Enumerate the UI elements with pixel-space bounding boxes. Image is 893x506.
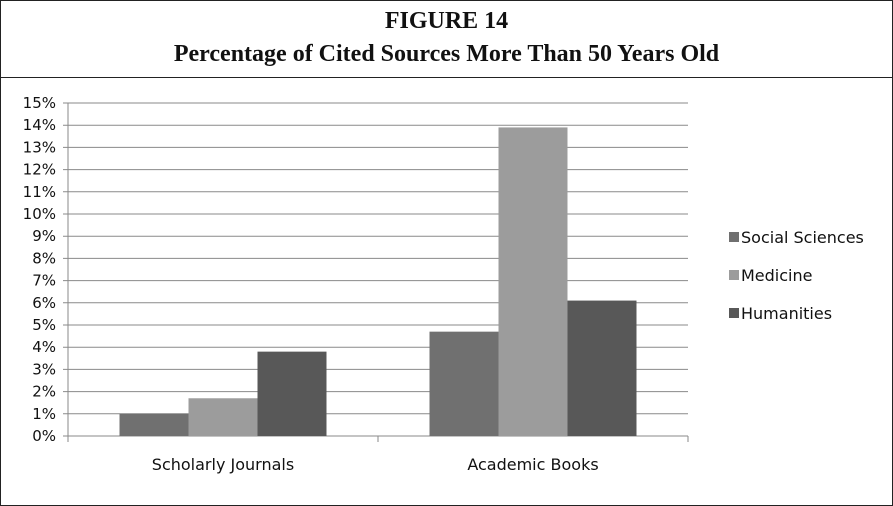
y-tick-label: 6% (32, 294, 56, 312)
bar (498, 127, 568, 437)
y-tick-label: 8% (32, 249, 56, 267)
legend-swatch (729, 308, 739, 318)
y-tick-label: 3% (32, 360, 56, 378)
figure-title: Percentage of Cited Sources More Than 50… (173, 41, 720, 67)
y-tick-label: 11% (23, 183, 56, 201)
y-tick-label: 2% (32, 383, 56, 401)
x-category-label: Scholarly Journals (152, 455, 294, 474)
y-tick-label: 9% (32, 227, 56, 245)
y-tick-label: 1% (32, 405, 56, 423)
legend-label: Social Sciences (741, 228, 864, 247)
bar (429, 331, 499, 436)
y-tick-label: 5% (32, 316, 56, 334)
figure-number: FIGURE 14 (384, 8, 509, 34)
bar (567, 300, 637, 436)
bar (257, 351, 327, 436)
y-tick-label: 13% (23, 138, 56, 156)
legend-label: Humanities (741, 304, 832, 323)
bar (188, 398, 258, 436)
legend-swatch (729, 270, 739, 280)
legend-label: Medicine (741, 266, 812, 285)
y-tick-label: 15% (23, 94, 56, 112)
y-tick-label: 14% (23, 116, 56, 134)
x-category-label: Academic Books (467, 455, 598, 474)
y-tick-label: 12% (23, 161, 56, 179)
y-tick-label: 4% (32, 338, 56, 356)
y-tick-label: 7% (32, 272, 56, 290)
figure-header: FIGURE 14 Percentage of Cited Sources Mo… (1, 1, 892, 78)
legend-swatch (729, 232, 739, 242)
bar (119, 413, 189, 436)
y-tick-label: 0% (32, 427, 56, 445)
y-tick-label: 10% (23, 205, 56, 223)
